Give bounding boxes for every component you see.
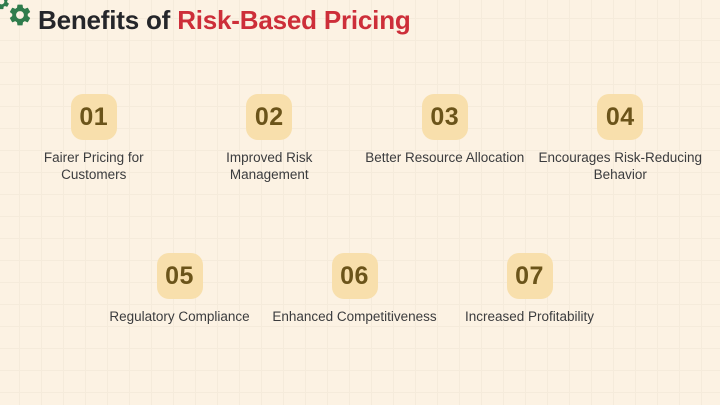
page-title: Benefits of Risk-Based Pricing (38, 5, 411, 36)
benefit-item-3: 03 Better Resource Allocation (357, 94, 533, 183)
benefit-label: Enhanced Competitiveness (272, 309, 437, 324)
title-prefix: Benefits of (38, 5, 171, 35)
benefit-number-badge: 03 (421, 94, 468, 140)
benefit-number-badge: 07 (506, 253, 553, 299)
benefit-label: Better Resource Allocation (365, 150, 525, 165)
benefit-number-badge: 04 (597, 94, 644, 140)
benefit-label: Improved Risk Management (226, 150, 313, 182)
benefit-item-6: 06 Enhanced Competitiveness (267, 253, 442, 325)
benefit-number-badge: 01 (70, 94, 117, 140)
benefit-item-7: 07 Increased Profitability (442, 253, 617, 325)
benefits-row-1: 01 Fairer Pricing for Customers 02 Impro… (6, 94, 708, 183)
gear-icon (7, 2, 33, 28)
benefit-item-1: 01 Fairer Pricing for Customers (6, 94, 182, 183)
benefit-item-5: 05 Regulatory Compliance (92, 253, 267, 325)
benefit-label: Increased Profitability (464, 309, 595, 324)
benefit-item-4: 04 Encourages Risk-Reducing Behavior (533, 94, 709, 183)
benefit-item-2: 02 Improved Risk Management (182, 94, 358, 183)
benefit-label: Encourages Risk-Reducing Behavior (538, 150, 703, 182)
benefit-number-badge: 02 (246, 94, 293, 140)
benefit-number-badge: 05 (156, 253, 203, 299)
benefit-label: Regulatory Compliance (109, 309, 250, 324)
benefit-label: Fairer Pricing for Customers (43, 150, 144, 182)
benefits-row-2: 05 Regulatory Compliance 06 Enhanced Com… (92, 253, 617, 325)
title-highlight: Risk-Based Pricing (177, 5, 411, 35)
benefit-number-badge: 06 (331, 253, 378, 299)
gear-icon (0, 0, 11, 11)
